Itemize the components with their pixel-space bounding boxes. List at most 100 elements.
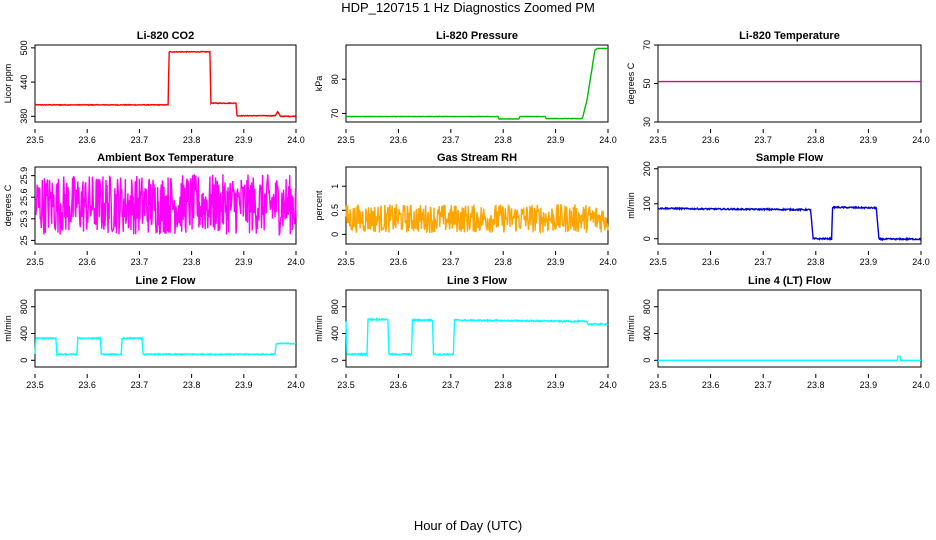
y-axis-label: percent <box>314 190 324 221</box>
series-line <box>345 317 609 358</box>
x-tick-label: 23.5 <box>649 257 667 267</box>
panel-title: Line 4 (LT) Flow <box>748 275 831 287</box>
y-tick-label: 50 <box>642 78 652 88</box>
panel-4: Ambient Box Temperature degrees C 23.5 23.6… <box>3 152 305 267</box>
x-tick-label: 24.0 <box>287 135 305 145</box>
x-tick-label: 23.7 <box>754 257 772 267</box>
y-tick-label: 380 <box>19 109 29 124</box>
panel-3: Li-820 Temperature degrees C 23.5 23.6 23.7 2… <box>626 30 930 145</box>
x-tick-label: 23.6 <box>390 135 408 145</box>
y-tick-label: 500 <box>19 40 29 55</box>
y-tick-label: 70 <box>330 108 340 118</box>
x-tick-label: 23.5 <box>26 380 44 390</box>
y-axis-label: ml/min <box>626 315 636 342</box>
y-tick-label: 800 <box>19 299 29 314</box>
y-tick-label: 25 <box>19 235 29 245</box>
x-tick-label: 23.7 <box>131 135 149 145</box>
x-tick-label: 23.7 <box>754 135 772 145</box>
x-tick-label: 23.8 <box>183 380 201 390</box>
panel-title: Gas Stream RH <box>437 152 517 164</box>
y-tick-label: 800 <box>642 299 652 314</box>
series-line <box>34 50 297 118</box>
panel-6: Sample Flow ml/min 23.5 23.6 23.7 23.8 23.9 24.… <box>626 152 930 267</box>
x-tick-label: 23.6 <box>390 257 408 267</box>
x-tick-label: 23.6 <box>78 380 96 390</box>
figure-title: HDP_120715 1 Hz Diagnostics Zoomed PM <box>341 0 595 15</box>
y-tick-label: 0.5 <box>330 204 340 217</box>
x-tick-label: 23.9 <box>235 257 253 267</box>
y-tick-label: 400 <box>19 326 29 341</box>
y-axis-label: kPa <box>314 76 324 92</box>
panel-9: Line 4 (LT) Flow ml/min 23.5 23.6 23.7 23.8 23… <box>626 275 930 390</box>
y-tick-label: 0 <box>642 358 652 363</box>
y-tick-label: 800 <box>330 299 340 314</box>
panel-5: Gas Stream RH percent 23.5 23.6 23.7 23.8 23.9… <box>314 152 617 267</box>
y-tick-label: 440 <box>19 75 29 90</box>
x-tick-label: 23.5 <box>649 380 667 390</box>
x-tick-label: 23.8 <box>807 257 825 267</box>
x-tick-label: 23.6 <box>702 135 720 145</box>
x-tick-label: 24.0 <box>599 380 617 390</box>
x-tick-label: 23.6 <box>390 380 408 390</box>
x-tick-label: 23.5 <box>649 135 667 145</box>
x-tick-label: 23.5 <box>337 380 355 390</box>
x-tick-label: 23.5 <box>337 257 355 267</box>
y-tick-label: 200 <box>642 161 652 176</box>
x-tick-label: 23.7 <box>442 135 460 145</box>
x-tick-label: 24.0 <box>599 135 617 145</box>
series-line <box>34 174 297 237</box>
panel-2: Li-820 Pressure kPa 23.5 23.6 23.7 23.8 23.9 24… <box>314 30 617 145</box>
panel-title: Sample Flow <box>756 152 824 164</box>
x-tick-label: 24.0 <box>287 380 305 390</box>
x-tick-label: 23.6 <box>702 257 720 267</box>
y-tick-label: 0 <box>330 232 340 237</box>
plot-frame <box>657 44 922 123</box>
x-tick-label: 23.7 <box>442 257 460 267</box>
y-axis-label: degrees C <box>626 62 636 104</box>
y-axis-label: degrees C <box>3 184 13 226</box>
x-tick-label: 23.7 <box>442 380 460 390</box>
plot-frame <box>345 289 609 368</box>
x-tick-label: 23.5 <box>337 135 355 145</box>
y-tick-label: 0 <box>330 358 340 363</box>
x-tick-label: 23.8 <box>494 135 512 145</box>
plot-frame <box>34 44 297 123</box>
panel-1: Li-820 CO2 Licor ppm 23.5 23.6 23.7 23.8 23.9 2… <box>3 30 305 145</box>
x-tick-label: 23.9 <box>860 135 878 145</box>
series-line <box>345 47 609 120</box>
x-tick-label: 23.7 <box>131 257 149 267</box>
series-line <box>658 355 921 361</box>
x-tick-label: 23.9 <box>547 135 565 145</box>
panel-7: Line 2 Flow ml/min 23.5 23.6 23.7 23.8 23.9 24.… <box>3 275 305 390</box>
x-tick-label: 24.0 <box>599 257 617 267</box>
x-tick-label: 23.5 <box>26 257 44 267</box>
series-line <box>345 203 609 235</box>
series-line <box>34 335 296 357</box>
x-tick-label: 23.8 <box>494 257 512 267</box>
series-line <box>657 205 922 242</box>
x-tick-label: 23.8 <box>494 380 512 390</box>
x-tick-label: 23.9 <box>235 380 253 390</box>
x-tick-label: 23.9 <box>235 135 253 145</box>
panel-title: Line 3 Flow <box>447 275 507 287</box>
panel-title: Li-820 CO2 <box>137 30 194 42</box>
x-tick-label: 23.9 <box>860 257 878 267</box>
x-tick-label: 23.9 <box>547 257 565 267</box>
x-tick-label: 23.7 <box>131 380 149 390</box>
x-tick-label: 24.0 <box>912 257 930 267</box>
plot-frame <box>657 289 922 368</box>
x-tick-label: 24.0 <box>287 257 305 267</box>
x-tick-label: 23.8 <box>807 135 825 145</box>
x-tick-label: 23.6 <box>78 135 96 145</box>
x-axis-title: Hour of Day (UTC) <box>413 518 523 533</box>
panel-title: Ambient Box Temperature <box>97 152 234 164</box>
plot-frame <box>657 166 922 245</box>
panel-title: Li-820 Temperature <box>739 30 840 42</box>
plot-frame <box>345 44 609 123</box>
panel-title: Line 2 Flow <box>136 275 196 287</box>
y-tick-label: 80 <box>330 74 340 84</box>
x-tick-label: 23.8 <box>183 135 201 145</box>
y-axis-label: Licor ppm <box>3 64 13 104</box>
x-tick-label: 23.9 <box>860 380 878 390</box>
